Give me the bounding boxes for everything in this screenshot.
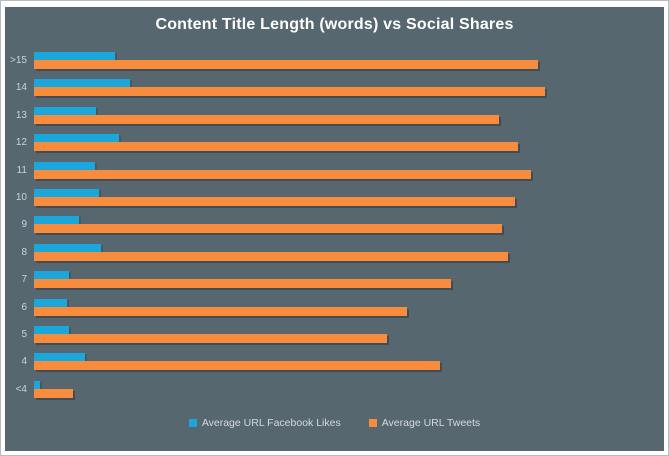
legend-item-tweets: Average URL Tweets: [368, 417, 481, 429]
facebook-likes-bar: [34, 353, 85, 362]
tweets-bar: [34, 142, 519, 152]
legend-item-facebook-likes: Average URL Facebook Likes: [188, 417, 341, 429]
chart-rows: >15 14 13 12 11 10 9 8 7 6 5 4 <4: [9, 52, 647, 398]
chart-row: 5: [9, 326, 647, 344]
facebook-likes-bar: [34, 216, 80, 225]
y-axis-label: 9: [21, 219, 27, 231]
chart-row: 4: [9, 353, 647, 371]
legend-label-tweets: Average URL Tweets: [381, 417, 481, 429]
tweets-bar: [34, 224, 503, 234]
bar-group: [34, 216, 647, 234]
bar-group: [34, 79, 647, 97]
legend-label-facebook-likes: Average URL Facebook Likes: [201, 417, 341, 429]
chart-row: 12: [9, 134, 647, 152]
bar-group: [34, 380, 647, 398]
facebook-likes-bar: [34, 106, 97, 115]
y-axis-label: >15: [10, 55, 27, 66]
chart-row: 11: [9, 161, 647, 179]
tweets-bar: [34, 197, 516, 207]
facebook-likes-swatch-icon: [188, 419, 197, 427]
y-axis-label: 10: [15, 192, 27, 204]
chart-row: 7: [9, 271, 647, 289]
y-axis-label: 13: [15, 109, 27, 121]
chart-legend: Average URL Facebook Likes Average URL T…: [5, 417, 664, 429]
tweets-swatch-icon: [368, 419, 377, 427]
facebook-likes-bar: [34, 189, 100, 198]
chart-row: >15: [9, 52, 647, 69]
tweets-bar: [34, 60, 538, 69]
tweets-bar: [34, 251, 509, 261]
chart-title: Content Title Length (words) vs Social S…: [155, 16, 514, 33]
bar-group: [34, 134, 647, 152]
tweets-bar: [34, 169, 532, 179]
tweets-bar: [34, 334, 387, 344]
chart-row: 9: [9, 216, 647, 234]
facebook-likes-bar: [34, 326, 69, 335]
bar-group: [34, 298, 647, 316]
facebook-likes-bar: [34, 380, 41, 389]
tweets-bar: [34, 279, 452, 289]
bar-group: [34, 271, 647, 289]
facebook-likes-bar: [34, 52, 116, 60]
y-axis-label: 8: [21, 246, 27, 258]
bar-group: [34, 106, 647, 124]
facebook-likes-bar: [34, 298, 67, 307]
chart-row: 10: [9, 189, 647, 207]
y-axis-label: 4: [21, 356, 27, 368]
chart-row: 14: [9, 79, 647, 97]
y-axis-label: 11: [16, 164, 27, 176]
bar-group: [34, 353, 647, 371]
tweets-bar: [34, 114, 500, 124]
facebook-likes-bar: [34, 79, 131, 88]
y-axis-label: 5: [21, 329, 27, 341]
chart-row: 13: [9, 106, 647, 124]
y-axis-label: 12: [15, 137, 27, 149]
facebook-likes-bar: [34, 161, 96, 170]
tweets-bar: [34, 87, 545, 97]
facebook-likes-bar: [34, 134, 120, 143]
tweets-bar: [34, 361, 440, 371]
bar-group: [34, 52, 647, 69]
tweets-bar: [34, 388, 73, 398]
y-axis-label: <4: [15, 383, 27, 395]
bar-group: [34, 161, 647, 179]
bar-group: [34, 326, 647, 344]
chart-row: <4: [9, 380, 647, 398]
y-axis-label: 6: [21, 301, 27, 313]
tweets-bar: [34, 306, 407, 316]
facebook-likes-bar: [34, 271, 69, 280]
facebook-likes-bar: [34, 243, 102, 252]
bar-group: [34, 243, 647, 261]
chart-panel: Content Title Length (words) vs Social S…: [5, 7, 664, 451]
y-axis-label: 14: [15, 82, 27, 94]
bar-group: [34, 189, 647, 207]
y-axis-label: 7: [21, 274, 27, 286]
chart-row: 6: [9, 298, 647, 316]
chart-row: 8: [9, 243, 647, 261]
